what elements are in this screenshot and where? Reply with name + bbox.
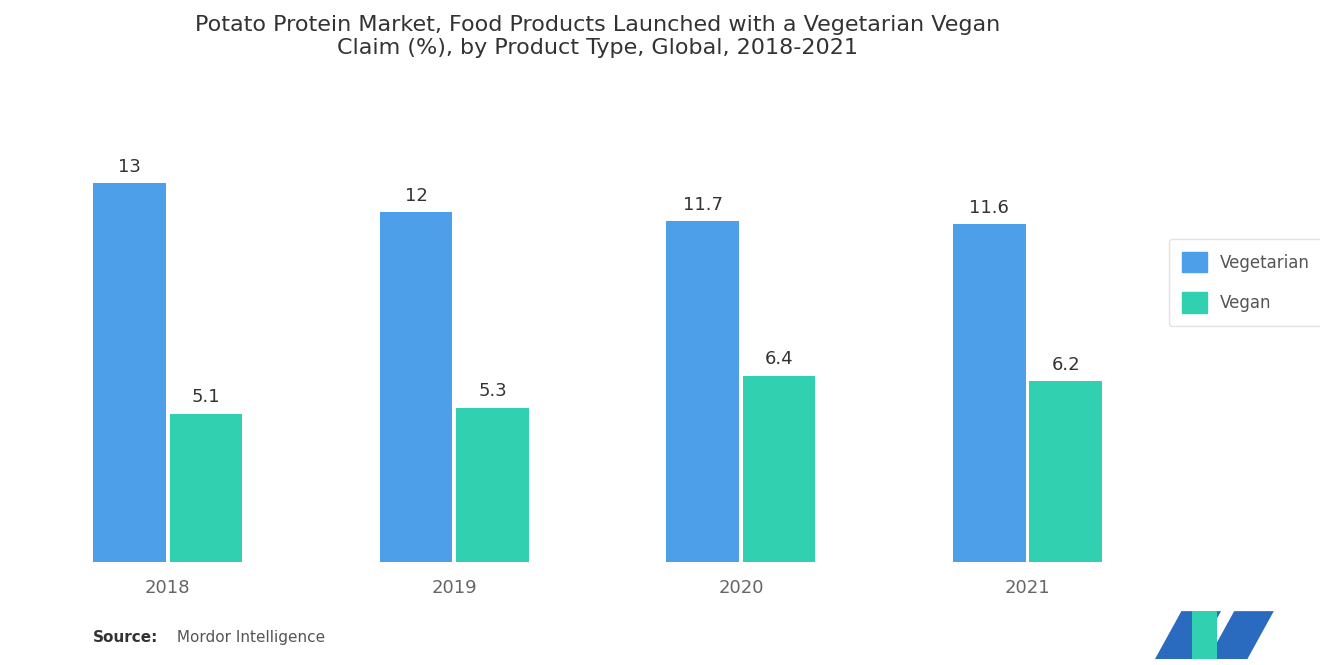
Text: 11.6: 11.6 (969, 199, 1010, 217)
Text: 6.2: 6.2 (1052, 356, 1080, 374)
Polygon shape (1192, 611, 1217, 659)
Polygon shape (1155, 611, 1221, 659)
Text: 11.7: 11.7 (682, 196, 723, 214)
Title: Potato Protein Market, Food Products Launched with a Vegetarian Vegan
Claim (%),: Potato Protein Market, Food Products Lau… (195, 15, 1001, 59)
Bar (743, 376, 816, 562)
Bar (1030, 382, 1102, 562)
Text: 12: 12 (405, 187, 428, 205)
Text: 13: 13 (119, 158, 141, 176)
Text: Mordor Intelligence: Mordor Intelligence (172, 630, 325, 645)
Bar (94, 184, 166, 562)
Bar (667, 221, 739, 562)
Legend: Vegetarian, Vegan: Vegetarian, Vegan (1168, 239, 1320, 326)
Bar (170, 414, 243, 562)
Text: 5.3: 5.3 (478, 382, 507, 400)
Text: 6.4: 6.4 (764, 350, 793, 368)
Polygon shape (1208, 611, 1274, 659)
Bar (457, 408, 529, 562)
Text: Source:: Source: (92, 630, 158, 645)
Bar (380, 212, 453, 562)
Text: 5.1: 5.1 (191, 388, 220, 406)
Bar (953, 224, 1026, 562)
